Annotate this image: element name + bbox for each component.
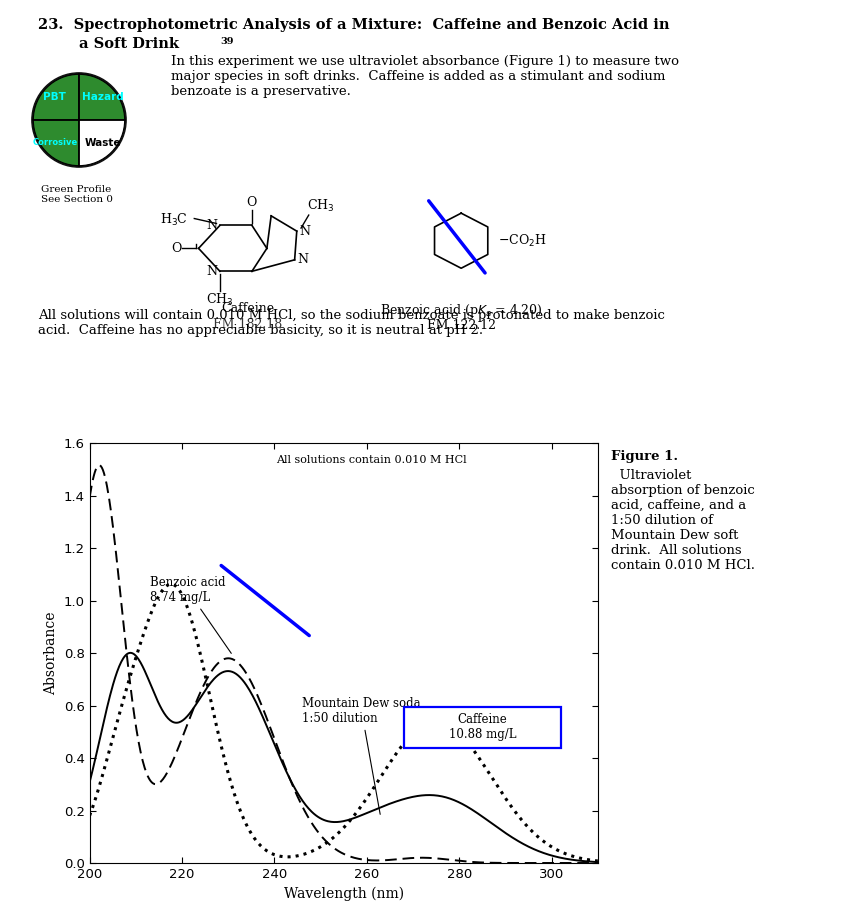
Text: Waste: Waste	[84, 138, 121, 148]
Text: 23.  Spectrophotometric Analysis of a Mixture:  Caffeine and Benzoic Acid in: 23. Spectrophotometric Analysis of a Mix…	[38, 18, 669, 32]
Wedge shape	[78, 120, 125, 165]
Text: CH$_3$: CH$_3$	[307, 198, 334, 214]
Text: Green Profile
See Section 0: Green Profile See Section 0	[41, 185, 113, 204]
Text: In this experiment we use ultraviolet absorbance (Figure 1) to measure two
major: In this experiment we use ultraviolet ab…	[171, 55, 678, 99]
Text: PBT: PBT	[44, 92, 67, 102]
Text: $-$CO$_2$H: $-$CO$_2$H	[498, 233, 546, 249]
Y-axis label: Absorbance: Absorbance	[44, 611, 58, 695]
Text: All solutions contain 0.010 M HCl: All solutions contain 0.010 M HCl	[276, 455, 467, 465]
Text: H$_3$C: H$_3$C	[160, 211, 188, 228]
Text: N: N	[299, 224, 310, 237]
Text: N: N	[206, 219, 217, 232]
Wedge shape	[33, 120, 79, 165]
Text: Mountain Dew soda
1:50 dilution: Mountain Dew soda 1:50 dilution	[302, 697, 421, 814]
Text: FM 122.12: FM 122.12	[426, 319, 495, 332]
Wedge shape	[79, 75, 125, 120]
Text: Hazard: Hazard	[82, 92, 124, 102]
Text: Benzoic acid
8.74 mg/L: Benzoic acid 8.74 mg/L	[149, 576, 231, 653]
Text: Corrosive: Corrosive	[32, 138, 78, 147]
X-axis label: Wavelength (nm): Wavelength (nm)	[283, 886, 403, 901]
Wedge shape	[33, 75, 79, 120]
Text: O: O	[247, 197, 257, 210]
Text: Benzoic acid (p$K_a$ = 4.20): Benzoic acid (p$K_a$ = 4.20)	[380, 302, 542, 318]
Text: N: N	[297, 253, 308, 267]
Text: All solutions will contain 0.010 M HCl, so the sodium benzoate is protonated to : All solutions will contain 0.010 M HCl, …	[38, 309, 664, 337]
Text: 39: 39	[220, 37, 234, 46]
FancyBboxPatch shape	[403, 707, 560, 748]
Text: Figure 1.: Figure 1.	[610, 450, 677, 463]
Text: Ultraviolet
absorption of benzoic
acid, caffeine, and a
1:50 dilution of
Mountai: Ultraviolet absorption of benzoic acid, …	[610, 469, 754, 572]
Text: O: O	[171, 242, 181, 255]
Text: Caffeine: Caffeine	[221, 302, 274, 315]
Text: FM 182.18: FM 182.18	[212, 318, 282, 331]
Circle shape	[32, 73, 126, 167]
Text: a Soft Drink: a Soft Drink	[38, 37, 179, 51]
Text: Caffeine
10.88 mg/L: Caffeine 10.88 mg/L	[448, 713, 515, 741]
Text: N: N	[206, 265, 217, 278]
Text: CH$_3$: CH$_3$	[206, 293, 234, 308]
